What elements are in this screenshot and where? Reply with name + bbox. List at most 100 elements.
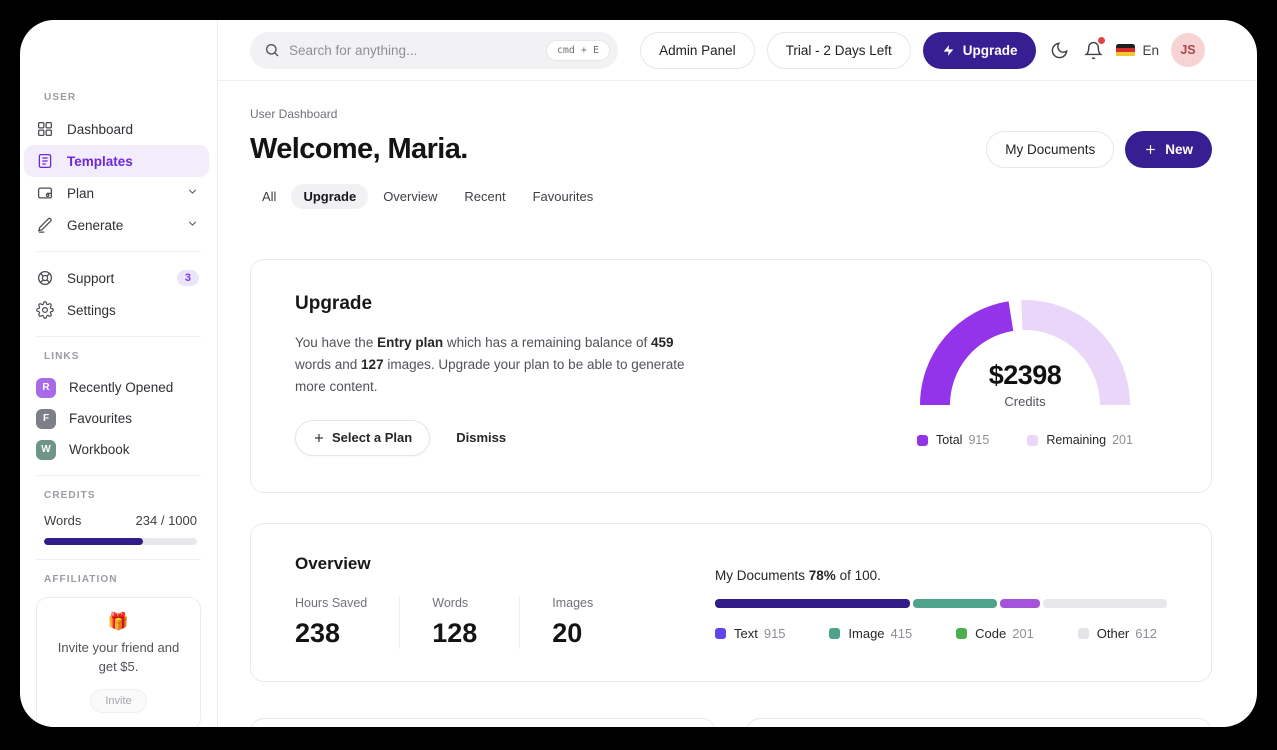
- german-flag-icon: [1116, 43, 1136, 57]
- tab-all[interactable]: All: [262, 189, 277, 204]
- sidebar-item-label: Templates: [67, 153, 133, 169]
- my-documents-button[interactable]: My Documents: [986, 131, 1115, 168]
- upgrade-button[interactable]: Upgrade: [922, 31, 1037, 69]
- pencil-icon: [36, 216, 55, 235]
- legend-swatch: [1027, 434, 1039, 446]
- sidebar-divider: [36, 251, 201, 252]
- lifebuoy-icon: [36, 269, 55, 288]
- documents-progress-label: My Documents 78% of 100.: [715, 567, 881, 583]
- stacked-bar-chart: [715, 598, 1167, 608]
- overview-title: Overview: [295, 553, 371, 573]
- upgrade-card: Upgrade You have the Entry plan which ha…: [250, 259, 1212, 493]
- tab-recent[interactable]: Recent: [464, 189, 506, 204]
- credits-progress-track: [44, 538, 197, 545]
- credits-gauge: $2398 Credits Total 915 Remaining: [909, 289, 1141, 456]
- sidebar-item-plan[interactable]: Plan: [24, 177, 209, 209]
- sidebar-link-favourites[interactable]: F Favourites: [20, 403, 217, 434]
- search-placeholder: Search for anything...: [289, 42, 418, 58]
- tab-bar: All Upgrade Overview Recent Favourites: [250, 184, 1212, 209]
- sidebar-divider: [36, 559, 201, 560]
- wallet-icon: [36, 184, 55, 203]
- invite-button[interactable]: Invite: [90, 688, 147, 713]
- sidebar-item-settings[interactable]: Settings: [24, 294, 209, 326]
- breadcrumb: User Dashboard: [250, 107, 338, 121]
- credits-value: 234 / 1000: [135, 513, 197, 528]
- content: User Dashboard Welcome, Maria. My Docume…: [218, 81, 1257, 727]
- legend-item-remaining: Remaining 201: [1027, 433, 1133, 447]
- templates-card: Templates Recently Launched Blog Post Ti…: [746, 717, 1212, 727]
- legend-item-total: Total 915: [917, 433, 989, 447]
- notification-dot: [1098, 37, 1106, 44]
- new-button[interactable]: New: [1125, 131, 1212, 168]
- sidebar-item-label: Support: [67, 270, 115, 286]
- stat-images: Images 20: [552, 595, 594, 648]
- stat-hours-saved: Hours Saved 238: [295, 595, 401, 649]
- credits-label: Words: [44, 513, 82, 528]
- sidebar-item-label: Settings: [67, 302, 116, 318]
- sidebar-item-dashboard[interactable]: Dashboard: [24, 113, 209, 145]
- sidebar-section-user: USER: [44, 92, 77, 103]
- dark-mode-toggle[interactable]: [1048, 39, 1070, 61]
- legend-item-other: Other 612: [1077, 626, 1157, 641]
- bar-segment-code: [1000, 598, 1040, 608]
- documents-progress: My Documents 78% of 100. Text 915: [715, 554, 1167, 649]
- sidebar-item-label: Generate: [67, 217, 124, 233]
- sidebar-item-generate[interactable]: Generate: [24, 209, 209, 241]
- trial-badge[interactable]: Trial - 2 Days Left: [766, 31, 911, 69]
- legend-swatch: [917, 434, 929, 446]
- new-button-label: New: [1165, 142, 1193, 157]
- overview-card: Overview Hours Saved 238 Words 128 Image…: [250, 522, 1212, 682]
- notifications-button[interactable]: [1082, 37, 1106, 61]
- bell-icon: [1084, 41, 1103, 59]
- legend-swatch: [715, 627, 726, 639]
- stats-row: Hours Saved 238 Words 128 Images 20: [295, 595, 672, 649]
- gauge-legend: Total 915 Remaining 201: [909, 433, 1141, 447]
- search-shortcut-badge: cmd + E: [545, 39, 610, 61]
- plus-icon: [315, 433, 323, 442]
- sidebar: USER Dashboard Templates Plan: [20, 20, 218, 727]
- gauge-arc-remaining: [1021, 300, 1130, 406]
- legend-swatch: [1077, 627, 1089, 639]
- gear-icon: [36, 301, 55, 320]
- sidebar-link-workbook[interactable]: W Workbook: [20, 434, 217, 465]
- language-switcher[interactable]: En: [1116, 43, 1159, 58]
- sidebar-link-recently-opened[interactable]: R Recently Opened: [20, 372, 217, 403]
- support-badge: 3: [176, 270, 199, 286]
- link-badge-w: W: [36, 439, 56, 460]
- sidebar-item-support[interactable]: Support 3: [24, 262, 209, 294]
- gauge-label: Credits: [1004, 394, 1046, 409]
- tab-upgrade[interactable]: Upgrade: [291, 184, 369, 209]
- avatar[interactable]: JS: [1171, 33, 1205, 67]
- chevron-down-icon: [186, 185, 199, 201]
- bar-segment-text: [715, 598, 910, 608]
- plus-icon: [1146, 145, 1156, 154]
- sidebar-item-templates[interactable]: Templates: [24, 145, 209, 177]
- gauge-chart: [920, 300, 1130, 406]
- affiliation-card: 🎁 Invite your friend and get $5. Invite: [36, 597, 201, 727]
- page-title: Welcome, Maria.: [250, 133, 468, 165]
- templates-icon: [36, 152, 55, 171]
- sidebar-section-affiliation: AFFILIATION: [44, 574, 118, 585]
- search-input[interactable]: Search for anything... cmd + E: [250, 31, 618, 69]
- tab-overview[interactable]: Overview: [383, 189, 438, 204]
- upgrade-card-title: Upgrade: [295, 293, 373, 314]
- admin-panel-button[interactable]: Admin Panel: [640, 31, 755, 69]
- sidebar-divider: [36, 475, 201, 476]
- bar-segment-other: [1042, 598, 1167, 608]
- bar-legend: Text 915 Image 415 Code 201: [715, 626, 1167, 641]
- gift-icon: 🎁: [107, 612, 130, 631]
- bar-segment-image: [912, 598, 998, 608]
- tab-favourites[interactable]: Favourites: [532, 189, 594, 204]
- credits-progress-fill: [44, 538, 144, 545]
- gauge-arc-total: [920, 301, 1014, 406]
- sidebar-section-links: LINKS: [44, 351, 80, 362]
- affiliation-text: Invite your friend and get $5.: [57, 640, 180, 674]
- overview-left: Overview Hours Saved 238 Words 128 Image…: [295, 554, 672, 649]
- dismiss-button[interactable]: Dismiss: [456, 430, 507, 446]
- stat-words: Words 128: [432, 595, 521, 649]
- link-label: Recently Opened: [69, 380, 174, 395]
- link-badge-r: R: [36, 377, 56, 398]
- select-plan-button[interactable]: Select a Plan: [295, 419, 431, 456]
- gauge-value: $2398: [988, 360, 1062, 390]
- select-plan-label: Select a Plan: [332, 430, 413, 446]
